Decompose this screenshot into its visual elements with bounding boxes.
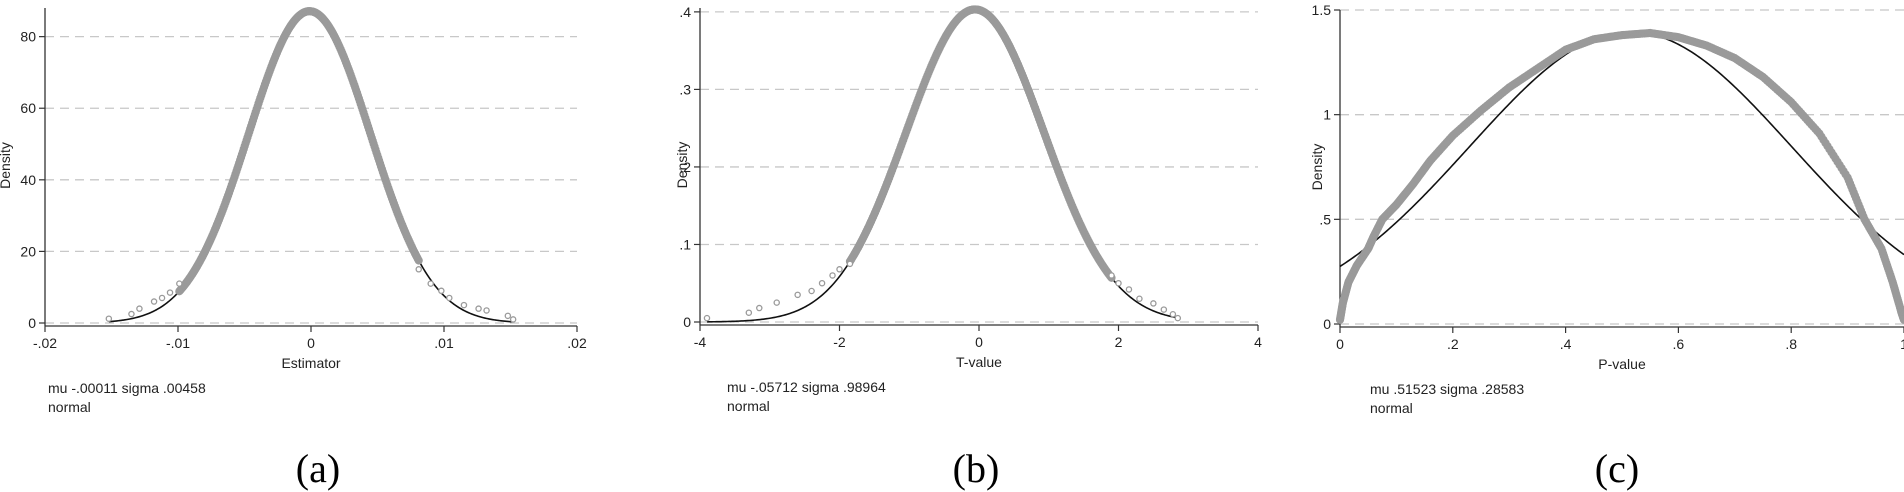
panel-b-density-points — [703, 5, 1182, 322]
panel-c-x-tick-label-2: .4 — [1560, 336, 1572, 352]
panel-b-density-point — [745, 309, 753, 316]
panel-a-x-tick-label-0: -.02 — [33, 335, 57, 351]
panel-b-x-tick-label-1: -2 — [833, 334, 846, 350]
panel-b-density-point — [756, 304, 763, 312]
panel-b-density-point — [1125, 286, 1133, 293]
panel-b-density-point — [1136, 295, 1143, 302]
panel-c-x-tick-label-5: 1 — [1900, 336, 1904, 352]
panel-a-density-point — [460, 301, 468, 309]
panel-a-density-point — [446, 294, 453, 302]
panel-b-x-tick-label-3: 2 — [1115, 334, 1123, 350]
panel-a-tick-labels: -.02 -.01 0 .01 .02 0 20 40 60 80 — [20, 29, 587, 351]
panel-b-x-label: T-value — [956, 354, 1002, 370]
panel-a-grid — [45, 35, 577, 324]
panel-a-density-point — [504, 312, 512, 320]
panel-b-note-params: mu -.05712 sigma .98964 — [727, 379, 886, 395]
panel-a-y-tick-label-4: 80 — [20, 29, 36, 45]
panel-c-axes — [1334, 9, 1904, 333]
panel-b-y-label: Density — [674, 142, 690, 189]
panel-c-grid — [1340, 9, 1904, 325]
panel-b-density-point — [836, 266, 843, 273]
panel-b-density-point — [846, 260, 854, 268]
panel-c-note-dist: normal — [1370, 400, 1413, 416]
panel-c-caption: (c) — [1595, 446, 1639, 491]
panel-a-density-point — [475, 305, 482, 312]
panel-b: -4 -2 0 2 4 0 .1 .2 .3 .4 T-value Density mu -.05… — [674, 4, 1262, 491]
panel-c-x-label: P-value — [1598, 356, 1646, 372]
panel-c-x-tick-label-4: .8 — [1785, 336, 1797, 352]
panel-b-density-point — [794, 291, 801, 299]
panel-c-note-params: mu .51523 sigma .28583 — [1370, 381, 1524, 397]
panel-a-caption: (a) — [296, 446, 340, 491]
panel-b-y-tick-label-4: .4 — [679, 4, 691, 20]
panel-b-x-tick-label-4: 4 — [1254, 334, 1262, 350]
panel-a-y-tick-label-1: 20 — [20, 243, 36, 259]
panel-a-x-tick-label-1: -.01 — [166, 335, 190, 351]
panel-a-x-tick-label-4: .02 — [567, 335, 587, 351]
panel-b-note-dist: normal — [727, 398, 770, 414]
panel-a: -.02 -.01 0 .01 .02 0 20 40 60 80 Estimator Densi… — [0, 7, 587, 491]
panel-c-y-tick-label-0: 0 — [1323, 316, 1331, 332]
panel-a-x-tick-label-2: 0 — [307, 335, 315, 351]
panel-c-x-tick-label-0: 0 — [1336, 336, 1344, 352]
panel-b-density-point — [1174, 314, 1182, 322]
panel-b-density-point — [1150, 300, 1157, 307]
panel-a-density-points — [105, 7, 517, 323]
panel-b-density-point — [1115, 279, 1122, 287]
panel-a-density-point — [150, 298, 158, 305]
panel-c-x-tick-label-3: .6 — [1673, 336, 1685, 352]
panel-a-density-point — [176, 280, 183, 287]
panel-c-density-points — [1335, 28, 1904, 324]
panel-b-density-point — [829, 272, 836, 279]
panel-c: 0 .2 .4 .6 .8 1 0 .5 1 1.5 P-value Density mu .51… — [1309, 2, 1904, 491]
panel-b-density-point — [703, 314, 711, 322]
panel-c-y-label: Density — [1309, 144, 1325, 191]
panel-a-density-point — [128, 310, 135, 318]
panel-a-x-label: Estimator — [281, 355, 340, 371]
panel-a-density-point — [136, 305, 143, 312]
panel-c-tick-labels: 0 .2 .4 .6 .8 1 0 .5 1 1.5 — [1312, 2, 1904, 352]
panel-b-density-point — [1108, 272, 1115, 279]
panel-b-density-point — [1169, 310, 1177, 318]
panel-a-y-tick-label-3: 60 — [20, 100, 36, 116]
panel-b-caption: (b) — [953, 446, 1000, 491]
panel-a-axes — [39, 8, 578, 332]
panel-b-y-tick-label-0: 0 — [683, 314, 691, 330]
panel-a-density-point — [158, 294, 166, 302]
panel-b-tick-labels: -4 -2 0 2 4 0 .1 .2 .3 .4 — [679, 4, 1262, 350]
panel-b-density-point — [808, 287, 815, 295]
panel-a-density-point — [105, 315, 113, 322]
panel-b-axes — [694, 8, 1259, 331]
panel-b-y-tick-label-2: .2 — [679, 159, 691, 175]
panel-b-x-tick-label-2: 0 — [975, 334, 983, 350]
panel-c-x-tick-label-1: .2 — [1447, 336, 1459, 352]
panel-a-density-point — [438, 287, 445, 295]
panel-a-density-point — [414, 256, 423, 265]
panel-a-x-tick-label-3: .01 — [434, 335, 454, 351]
panel-b-x-tick-label-0: -4 — [694, 334, 707, 350]
panel-b-density-point — [818, 279, 826, 287]
panel-a-density-point — [166, 289, 174, 296]
panel-b-y-tick-label-1: .1 — [679, 236, 691, 252]
panel-a-note-params: mu -.00011 sigma .00458 — [48, 380, 206, 396]
panel-a-y-tick-label-2: 40 — [20, 172, 36, 188]
panel-c-y-tick-label-3: 1.5 — [1312, 2, 1332, 18]
panel-a-density-point — [509, 316, 517, 323]
panel-c-y-tick-label-2: 1 — [1323, 107, 1331, 123]
panel-c-y-tick-label-1: .5 — [1319, 211, 1331, 227]
panel-b-density-point — [1160, 306, 1168, 313]
panel-a-y-tick-label-0: 0 — [28, 315, 36, 331]
panel-a-y-label: Density — [0, 142, 13, 189]
panel-a-density-point — [483, 307, 490, 314]
panel-a-density-point — [427, 280, 434, 287]
panel-a-density-point — [415, 266, 422, 273]
panel-b-density-point — [773, 299, 780, 306]
panel-a-note-dist: normal — [48, 399, 91, 415]
panel-b-y-tick-label-3: .3 — [679, 81, 691, 97]
